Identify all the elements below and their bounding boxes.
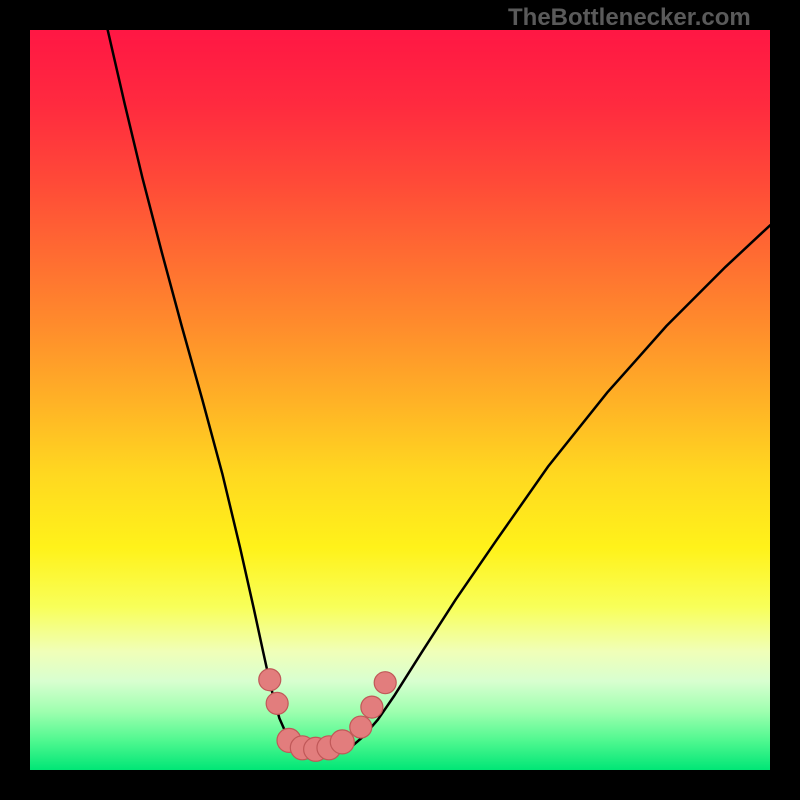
chart-container: TheBottlenecker.com bbox=[0, 0, 800, 800]
plot-clip-group bbox=[108, 30, 770, 761]
bottleneck-curve-right bbox=[352, 225, 770, 746]
marker-right bbox=[361, 696, 383, 718]
marker-bottom bbox=[330, 730, 354, 754]
marker-left bbox=[266, 692, 288, 714]
marker-right bbox=[374, 672, 396, 694]
marker-left bbox=[259, 669, 281, 691]
chart-svg bbox=[0, 0, 800, 800]
marker-right bbox=[350, 716, 372, 738]
watermark-text: TheBottlenecker.com bbox=[508, 4, 751, 32]
bottleneck-curve-left bbox=[108, 30, 297, 746]
